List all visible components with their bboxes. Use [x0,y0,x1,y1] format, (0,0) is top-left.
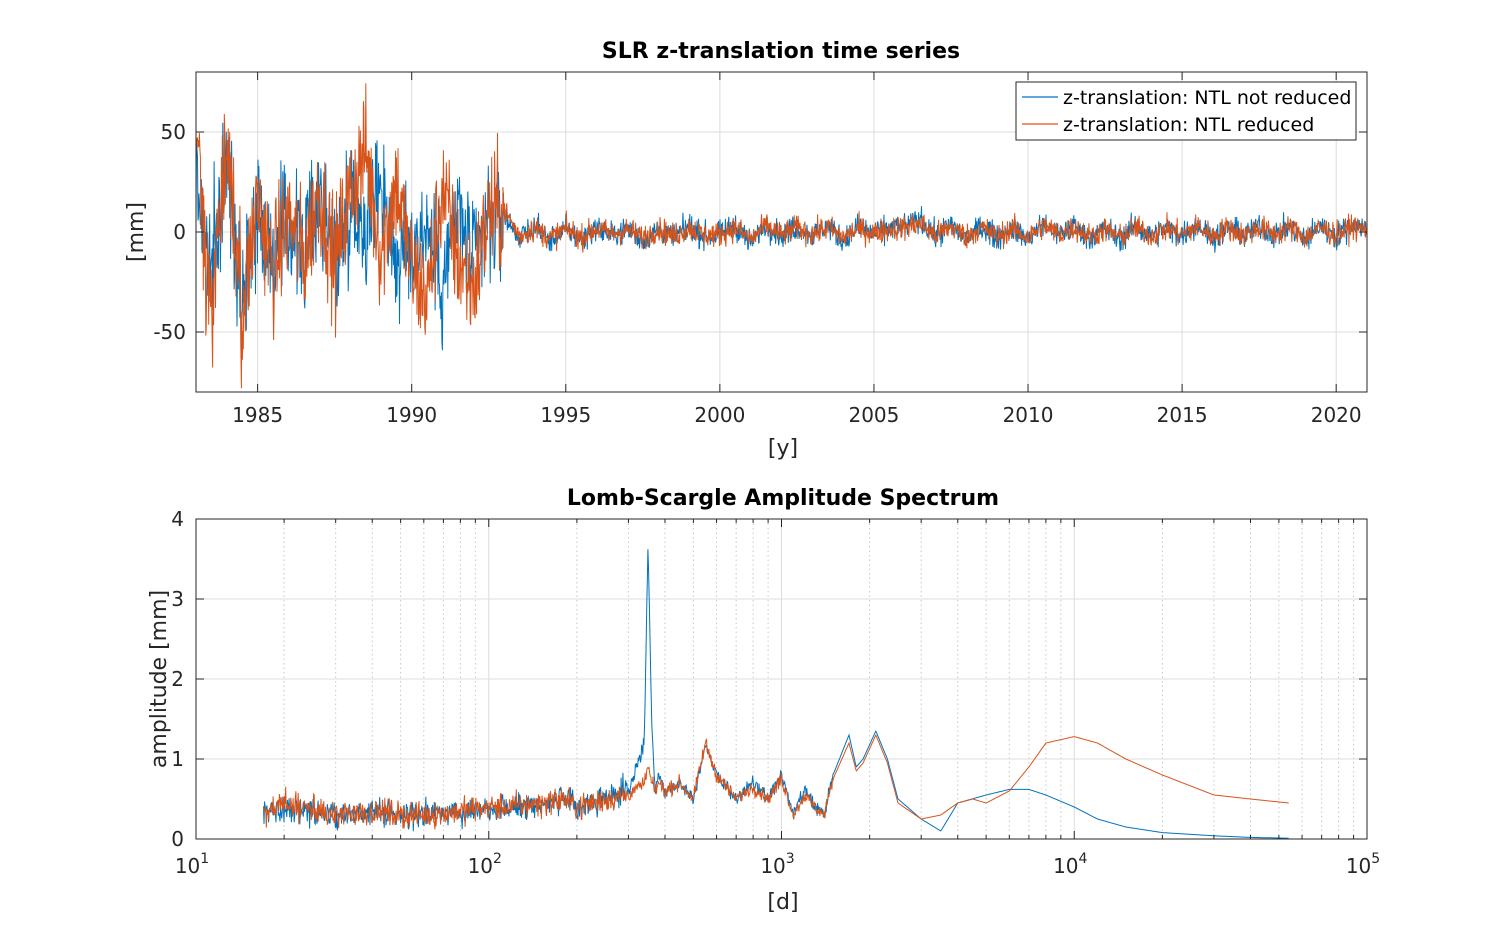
series-line-2 [196,83,1367,389]
x-tick-label: 101 [175,851,209,878]
x-tick-label: 102 [468,851,502,878]
x-tick-label: 2020 [1311,403,1362,427]
spectrum-line-2 [263,734,1289,830]
legend: z-translation: NTL not reduced z-transla… [1015,81,1357,141]
y-tick-label: -50 [153,320,186,344]
x-tick-label: 103 [760,851,794,878]
x-tick-label: 1995 [540,403,591,427]
legend-label-series-2: z-translation: NTL reduced [1063,114,1314,136]
spectrum-xlabel: [d] [767,890,798,915]
y-tick-label: 0 [171,827,184,851]
spectrum-ticks: 101 102 103 104 105 0 1 2 3 4 [171,507,1380,878]
spectrum-axes: 101 102 103 104 105 0 1 2 3 4 Lomb-Scargle Amplit… [147,486,1380,915]
x-tick-label: 2010 [1003,403,1054,427]
x-tick-label: 1985 [232,403,283,427]
x-tick-label: 2000 [694,403,745,427]
x-tick-label: 1990 [386,403,437,427]
time-series-lines [196,83,1367,389]
y-tick-label: 3 [171,587,184,611]
x-tick-label: 2015 [1157,403,1208,427]
time-series-xlabel: [y] [768,436,798,461]
y-tick-label: 4 [171,507,184,531]
spectrum-ylabel: amplitude [mm] [147,590,172,768]
y-tick-label: 1 [171,747,184,771]
y-tick-label: 2 [171,667,184,691]
x-tick-label: 104 [1053,851,1087,878]
legend-box [1015,81,1357,141]
time-series-ylabel: [mm] [124,202,149,262]
y-tick-label: 0 [173,220,186,244]
spectrum-title: Lomb-Scargle Amplitude Spectrum [567,486,999,511]
x-tick-label: 2005 [848,403,899,427]
time-series-ticks: 1985 1990 1995 2000 2005 2010 2015 2020 -50 0 50 [153,72,1367,427]
time-series-axes: 1985 1990 1995 2000 2005 2010 2015 2020 -50 0 50 S… [124,39,1368,461]
time-series-title: SLR z-translation time series [602,39,960,64]
spectrum-lines [263,549,1289,839]
x-tick-label: 105 [1346,851,1380,878]
y-tick-label: 50 [161,120,186,144]
legend-label-series-1: z-translation: NTL not reduced [1063,87,1351,109]
